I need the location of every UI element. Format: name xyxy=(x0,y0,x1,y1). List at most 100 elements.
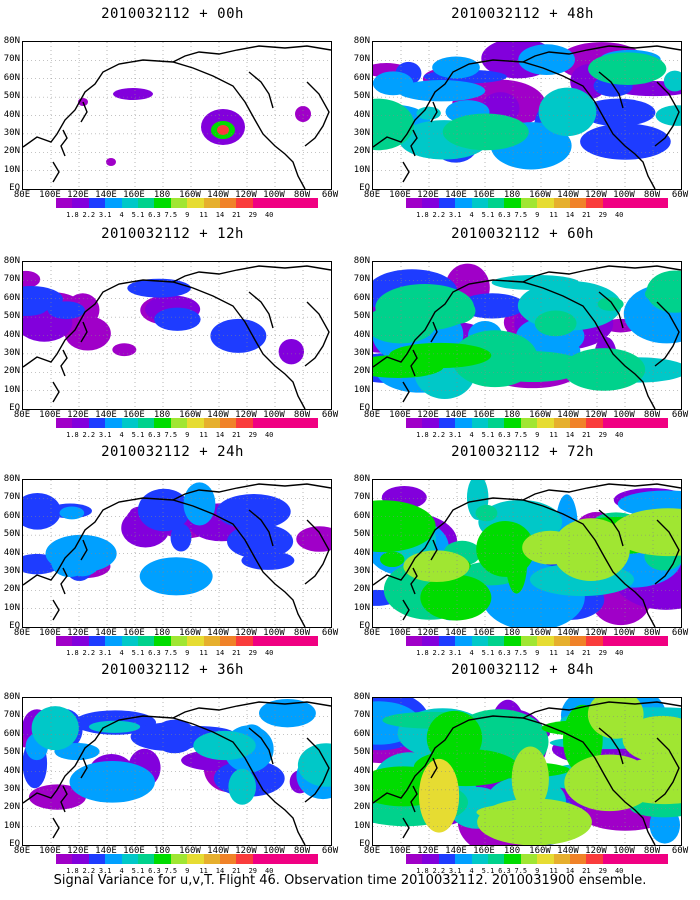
lat-tick-label: 70N xyxy=(3,710,20,721)
map-svg xyxy=(23,262,331,409)
variance-contour xyxy=(538,87,597,137)
colorbar-label: 21 xyxy=(232,211,241,219)
colorbar-swatch xyxy=(301,854,319,864)
colorbar-swatch xyxy=(203,418,220,428)
lon-tick-label: 180 xyxy=(503,628,521,638)
colorbar-label: 5.1 xyxy=(481,431,495,439)
coastline xyxy=(410,129,418,157)
colorbar-swatch xyxy=(269,636,286,646)
variance-contour xyxy=(389,342,492,369)
colorbar-label: 4 xyxy=(469,211,474,219)
variance-contour xyxy=(139,557,213,596)
lon-tick-label: 140E xyxy=(445,190,467,200)
lat-tick-label: 10N xyxy=(353,602,370,613)
lat-tick-label: 80N xyxy=(3,256,20,266)
coastline xyxy=(402,817,410,839)
lon-tick-label: 160E xyxy=(123,846,145,856)
lon-tick-label: 80E xyxy=(13,410,31,420)
colorbar-swatch xyxy=(471,636,488,646)
colorbar-swatch xyxy=(105,198,122,208)
colorbar-swatch xyxy=(170,636,188,646)
coastline xyxy=(248,71,274,109)
colorbar-swatch xyxy=(602,854,620,864)
colorbar-swatch xyxy=(72,198,89,208)
variance-contour xyxy=(216,493,291,530)
lon-tick-label: 140W xyxy=(207,846,229,856)
lon-tick-label: 60W xyxy=(321,628,339,638)
lon-tick-label: 100W xyxy=(613,628,635,638)
colorbar-label: 40 xyxy=(264,211,274,219)
lat-tick-label: 20N xyxy=(353,366,370,377)
lat-tick-label: 40N xyxy=(3,547,20,558)
colorbar-label: 7.5 xyxy=(514,431,528,439)
colorbar-swatch xyxy=(455,636,472,646)
lon-tick-label: 100W xyxy=(263,846,285,856)
colorbar-label: 14 xyxy=(215,867,225,875)
colorbar-swatch xyxy=(504,636,521,646)
colorbar xyxy=(56,636,319,646)
colorbar-swatch xyxy=(651,198,669,208)
colorbar-swatch xyxy=(88,418,106,428)
lat-tick-label: 50N xyxy=(3,529,20,540)
colorbar-label: 11 xyxy=(549,867,558,875)
colorbar-label: 2.2 xyxy=(432,867,446,875)
colorbar-swatch xyxy=(553,418,570,428)
coastline xyxy=(52,381,60,403)
lon-tick-label: 160W xyxy=(529,628,551,638)
colorbar-label: 2.2 xyxy=(432,211,446,219)
colorbar-label: 29 xyxy=(248,431,258,439)
lon-tick-label: 160W xyxy=(179,846,201,856)
lon-tick-label: 120W xyxy=(585,628,607,638)
variance-contour xyxy=(23,493,61,530)
colorbar-swatch xyxy=(537,198,554,208)
colorbar-label: 40 xyxy=(264,867,274,875)
colorbar-swatch xyxy=(105,854,122,864)
colorbar-swatch xyxy=(619,636,636,646)
lat-tick-label: 80N xyxy=(353,692,370,702)
lat-tick-label: 70N xyxy=(353,274,370,285)
colorbar-swatch xyxy=(602,198,620,208)
lon-tick-label: 120W xyxy=(585,410,607,420)
colorbar-swatch xyxy=(56,854,73,864)
lat-tick-label: 20N xyxy=(3,146,20,157)
lon-tick-label: 120W xyxy=(235,628,257,638)
colorbar-label: 4 xyxy=(469,649,474,657)
lon-tick-label: 100W xyxy=(613,410,635,420)
coastline xyxy=(598,291,624,329)
colorbar-label: 40 xyxy=(614,867,624,875)
lon-tick-label: 140W xyxy=(557,846,579,856)
lat-tick-label: 40N xyxy=(353,109,370,120)
colorbar-label: 4 xyxy=(119,649,124,657)
colorbar-label: 6.3 xyxy=(498,211,511,219)
map-area xyxy=(22,261,332,410)
lon-tick-label: 160W xyxy=(529,410,551,420)
colorbar-label: 2.2 xyxy=(432,431,446,439)
coastline xyxy=(52,817,60,839)
colorbar-label: 21 xyxy=(582,431,591,439)
colorbar-label: 1.8 xyxy=(66,649,79,657)
colorbar-swatch xyxy=(651,636,669,646)
coastline xyxy=(23,59,306,189)
colorbar-swatch xyxy=(438,198,456,208)
colorbar-label: 6.3 xyxy=(498,867,511,875)
lat-tick-label: 40N xyxy=(3,329,20,340)
lon-tick-label: 80W xyxy=(643,190,661,200)
colorbar-label: 3.1 xyxy=(98,431,112,439)
lat-tick-label: EQ xyxy=(359,621,370,631)
colorbar-swatch xyxy=(635,854,652,864)
lat-tick-label: 40N xyxy=(353,329,370,340)
map-svg xyxy=(23,698,331,845)
lat-tick-label: 10N xyxy=(353,164,370,175)
lon-tick-label: 180 xyxy=(153,846,171,856)
colorbar-label: 5.1 xyxy=(131,649,145,657)
colorbar-label: 21 xyxy=(582,649,591,657)
lon-tick-label: 160W xyxy=(179,190,201,200)
lon-tick-label: 80E xyxy=(13,846,31,856)
colorbar-swatch xyxy=(471,198,488,208)
colorbar-label: 9 xyxy=(535,867,540,875)
colorbar-swatch xyxy=(569,418,587,428)
colorbar-swatch xyxy=(121,854,138,864)
colorbar-label: 4 xyxy=(469,867,474,875)
lat-tick-label: 50N xyxy=(3,747,20,758)
variance-contour xyxy=(646,270,681,313)
